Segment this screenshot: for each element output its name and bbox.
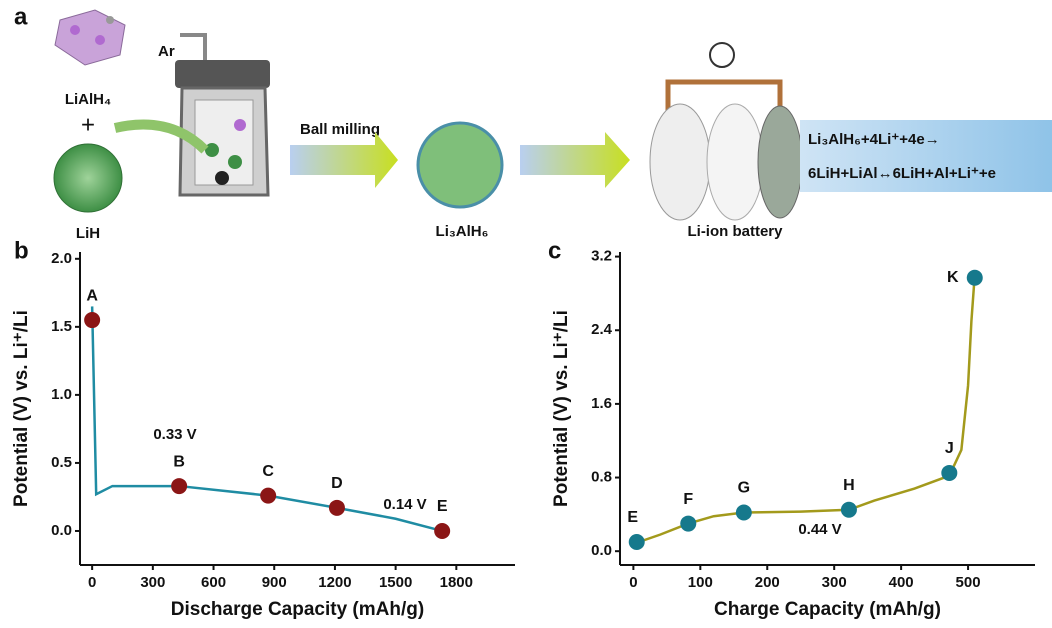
reactant-label: LiH — [76, 225, 100, 242]
x-tick-label: 600 — [201, 574, 226, 591]
data-point — [629, 534, 645, 550]
data-point — [329, 500, 345, 516]
annotation: 0.14 V — [383, 496, 426, 513]
y-tick-label: 0.0 — [51, 522, 72, 539]
x-tick-label: 200 — [755, 574, 780, 591]
electrode — [758, 106, 802, 218]
point-label: C — [262, 463, 274, 480]
panel-label: a — [14, 3, 28, 30]
product-label: Li₃AlH₆ — [436, 223, 489, 240]
reactant-label: LiAlH₄ — [65, 91, 111, 108]
y-tick-label: 0.5 — [51, 454, 72, 471]
electrode — [650, 104, 710, 220]
data-point — [434, 523, 450, 539]
point-label: H — [843, 477, 855, 494]
y-tick-label: 2.4 — [591, 321, 613, 338]
process-label: Ball milling — [300, 121, 380, 138]
panel-label: c — [548, 237, 561, 264]
x-tick-label: 0 — [629, 574, 637, 591]
mill-jar — [175, 60, 270, 195]
crystal-lialh4 — [55, 10, 125, 65]
reaction-text: Li₃AlH₆+4Li⁺+4e→ — [808, 131, 940, 148]
y-tick-label: 2.0 — [51, 250, 72, 267]
y-tick-label: 0.8 — [591, 469, 612, 486]
annotation: 0.44 V — [798, 521, 841, 538]
x-axis-label: Charge Capacity (mAh/g) — [714, 599, 941, 620]
process-arrow — [290, 132, 398, 188]
x-tick-label: 900 — [262, 574, 287, 591]
x-tick-label: 0 — [88, 574, 96, 591]
gas-label: Ar — [158, 43, 175, 60]
reaction-text: 6LiH+LiAl↔6LiH+Al+Li⁺+e — [808, 165, 996, 182]
data-point — [841, 502, 857, 518]
bulb-icon — [710, 43, 734, 67]
x-tick-label: 300 — [140, 574, 165, 591]
x-tick-label: 300 — [822, 574, 847, 591]
x-tick-label: 1200 — [318, 574, 351, 591]
point-label: K — [947, 269, 959, 286]
y-axis-label: Potential (V) vs. Li⁺/Li — [551, 310, 572, 507]
x-tick-label: 500 — [956, 574, 981, 591]
point-label: G — [738, 480, 750, 497]
data-point — [967, 270, 983, 286]
y-tick-label: 1.6 — [591, 395, 612, 412]
data-point — [941, 465, 957, 481]
x-axis-label: Discharge Capacity (mAh/g) — [171, 599, 424, 620]
point-label: A — [86, 287, 98, 304]
y-tick-label: 3.2 — [591, 248, 612, 265]
data-point — [736, 505, 752, 521]
y-tick-label: 0.0 — [591, 542, 612, 559]
annotation: 0.33 V — [153, 426, 196, 443]
product-crystal — [418, 123, 502, 207]
panel-label: b — [14, 237, 29, 264]
point-label: B — [173, 453, 185, 470]
x-tick-label: 400 — [889, 574, 914, 591]
figure: a LiAlH₄ + LiH Ar Ball milling Li₃AlH₆ L… — [0, 0, 1052, 628]
plus-sign: + — [81, 111, 95, 138]
x-tick-label: 1500 — [379, 574, 412, 591]
x-tick-label: 1800 — [440, 574, 473, 591]
point-label: E — [437, 498, 448, 515]
process-arrow — [520, 132, 630, 188]
y-axis-label: Potential (V) vs. Li⁺/Li — [11, 310, 32, 507]
point-label: E — [627, 509, 638, 526]
x-tick-label: 100 — [688, 574, 713, 591]
data-point — [260, 488, 276, 504]
lih-ball — [54, 144, 122, 212]
point-label: F — [683, 491, 693, 508]
point-label: D — [331, 475, 343, 492]
data-point — [84, 312, 100, 328]
separator — [707, 104, 763, 220]
point-label: J — [945, 440, 954, 457]
schematic: a LiAlH₄ + LiH Ar Ball milling Li₃AlH₆ L… — [14, 3, 1052, 242]
y-tick-label: 1.0 — [51, 386, 72, 403]
device-label: Li-ion battery — [687, 223, 783, 240]
data-point — [680, 516, 696, 532]
y-tick-label: 1.5 — [51, 318, 72, 335]
data-point — [171, 478, 187, 494]
